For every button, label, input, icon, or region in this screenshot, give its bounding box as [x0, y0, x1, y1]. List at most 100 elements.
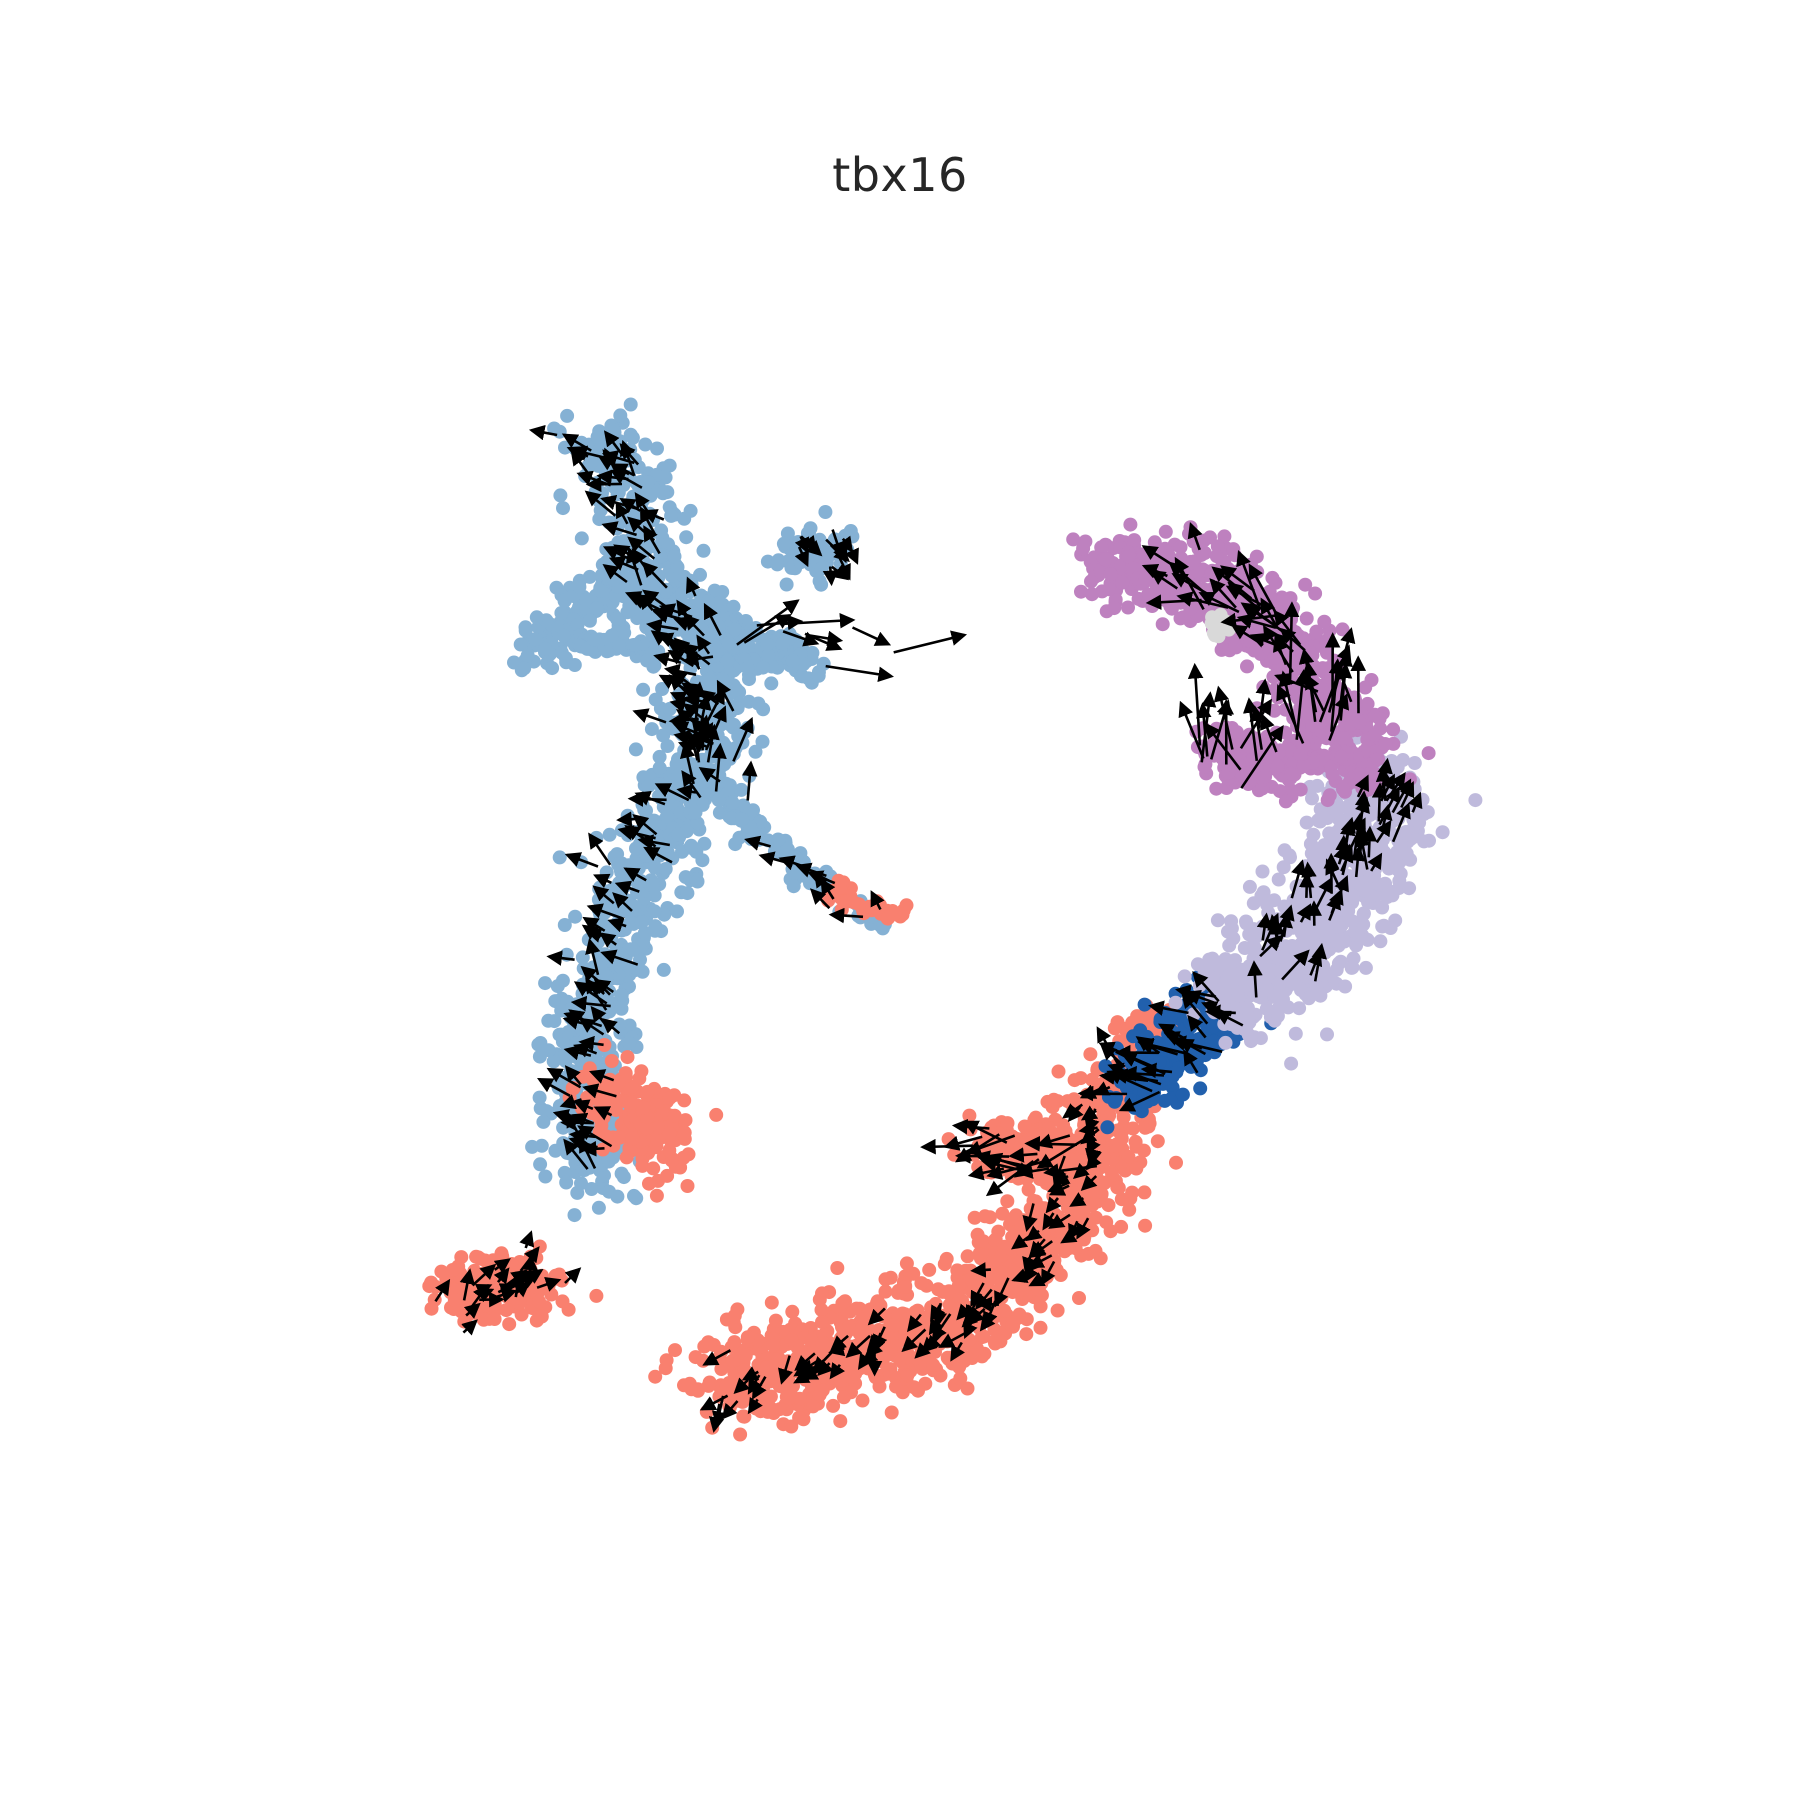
- data-point: [1121, 600, 1135, 615]
- data-point: [517, 661, 532, 676]
- data-point: [670, 904, 684, 919]
- data-point: [552, 850, 567, 865]
- data-point: [1344, 960, 1359, 975]
- data-point: [1308, 586, 1323, 601]
- data-point: [816, 656, 831, 671]
- data-point: [1390, 760, 1405, 775]
- data-point: [1127, 533, 1142, 548]
- data-point: [727, 622, 742, 637]
- data-point: [604, 1054, 619, 1068]
- data-point: [953, 1371, 968, 1386]
- data-point: [507, 655, 521, 670]
- data-point: [546, 1054, 561, 1069]
- data-point: [1412, 815, 1427, 830]
- data-point: [792, 1410, 807, 1425]
- data-point: [880, 911, 895, 926]
- data-point: [725, 1353, 740, 1368]
- data-point: [1223, 972, 1238, 986]
- data-point: [520, 648, 535, 663]
- data-point: [1239, 914, 1253, 929]
- data-point: [1100, 1120, 1115, 1135]
- data-point: [656, 728, 671, 743]
- data-point: [815, 1315, 829, 1330]
- data-point: [679, 530, 694, 545]
- data-point: [639, 811, 654, 826]
- data-point: [811, 668, 826, 683]
- data-point: [1255, 864, 1270, 879]
- data-point: [589, 601, 604, 616]
- data-point: [560, 408, 575, 423]
- data-point: [662, 1126, 677, 1141]
- data-point: [886, 1318, 901, 1333]
- data-point: [538, 641, 553, 656]
- data-point: [1331, 956, 1346, 971]
- data-point: [1019, 1327, 1034, 1342]
- data-point: [1402, 772, 1417, 787]
- data-point: [671, 768, 686, 783]
- data-point: [1083, 1047, 1098, 1062]
- data-point: [1141, 1119, 1156, 1134]
- data-point: [625, 1131, 640, 1146]
- data-point: [939, 1251, 954, 1266]
- data-point: [1223, 957, 1238, 972]
- data-point: [659, 1353, 674, 1368]
- data-point: [656, 486, 670, 501]
- data-point: [525, 1139, 540, 1154]
- data-point: [698, 754, 713, 769]
- data-point: [1224, 921, 1239, 936]
- data-point: [1137, 1185, 1152, 1200]
- data-point: [766, 1338, 781, 1353]
- data-point: [1299, 611, 1314, 626]
- data-point: [558, 651, 573, 666]
- data-point: [855, 1393, 870, 1408]
- data-point: [690, 874, 705, 889]
- data-point: [755, 734, 770, 749]
- data-point: [1288, 1026, 1303, 1041]
- data-point: [677, 1378, 691, 1393]
- data-point: [740, 1330, 755, 1345]
- data-point: [1246, 896, 1261, 911]
- data-point: [554, 606, 569, 620]
- data-point: [711, 793, 726, 808]
- data-point: [545, 661, 560, 676]
- data-point: [714, 1362, 729, 1376]
- data-point: [648, 692, 663, 707]
- data-point: [591, 1200, 606, 1215]
- data-point: [1373, 837, 1388, 851]
- data-point: [556, 628, 571, 643]
- data-point: [756, 660, 770, 675]
- data-point: [1218, 1035, 1233, 1050]
- data-point: [690, 816, 705, 831]
- data-point: [553, 488, 568, 503]
- data-point: [533, 1157, 548, 1172]
- data-point: [487, 1312, 502, 1326]
- data-point: [1176, 610, 1191, 625]
- data-point: [760, 637, 775, 652]
- data-point: [1367, 727, 1382, 742]
- data-point: [729, 682, 744, 697]
- data-point: [664, 508, 679, 523]
- data-point: [859, 1329, 874, 1343]
- data-point: [1104, 1165, 1119, 1180]
- data-point: [652, 761, 667, 775]
- data-point: [846, 895, 861, 910]
- data-point: [647, 904, 662, 919]
- data-point: [1360, 932, 1375, 947]
- data-point: [1114, 1192, 1129, 1207]
- data-point: [1210, 913, 1225, 928]
- data-point: [1435, 825, 1450, 840]
- data-point: [738, 1348, 753, 1363]
- data-point: [837, 1324, 851, 1339]
- data-point: [987, 1334, 1002, 1349]
- data-point: [1193, 1081, 1208, 1096]
- data-point: [1066, 532, 1081, 547]
- data-point: [764, 1295, 779, 1310]
- data-point: [656, 962, 671, 977]
- data-point: [1101, 1089, 1116, 1104]
- data-point: [1386, 722, 1401, 737]
- data-point: [696, 1353, 711, 1368]
- data-point: [554, 1003, 569, 1018]
- data-point: [987, 1322, 1002, 1337]
- data-point: [1421, 746, 1436, 761]
